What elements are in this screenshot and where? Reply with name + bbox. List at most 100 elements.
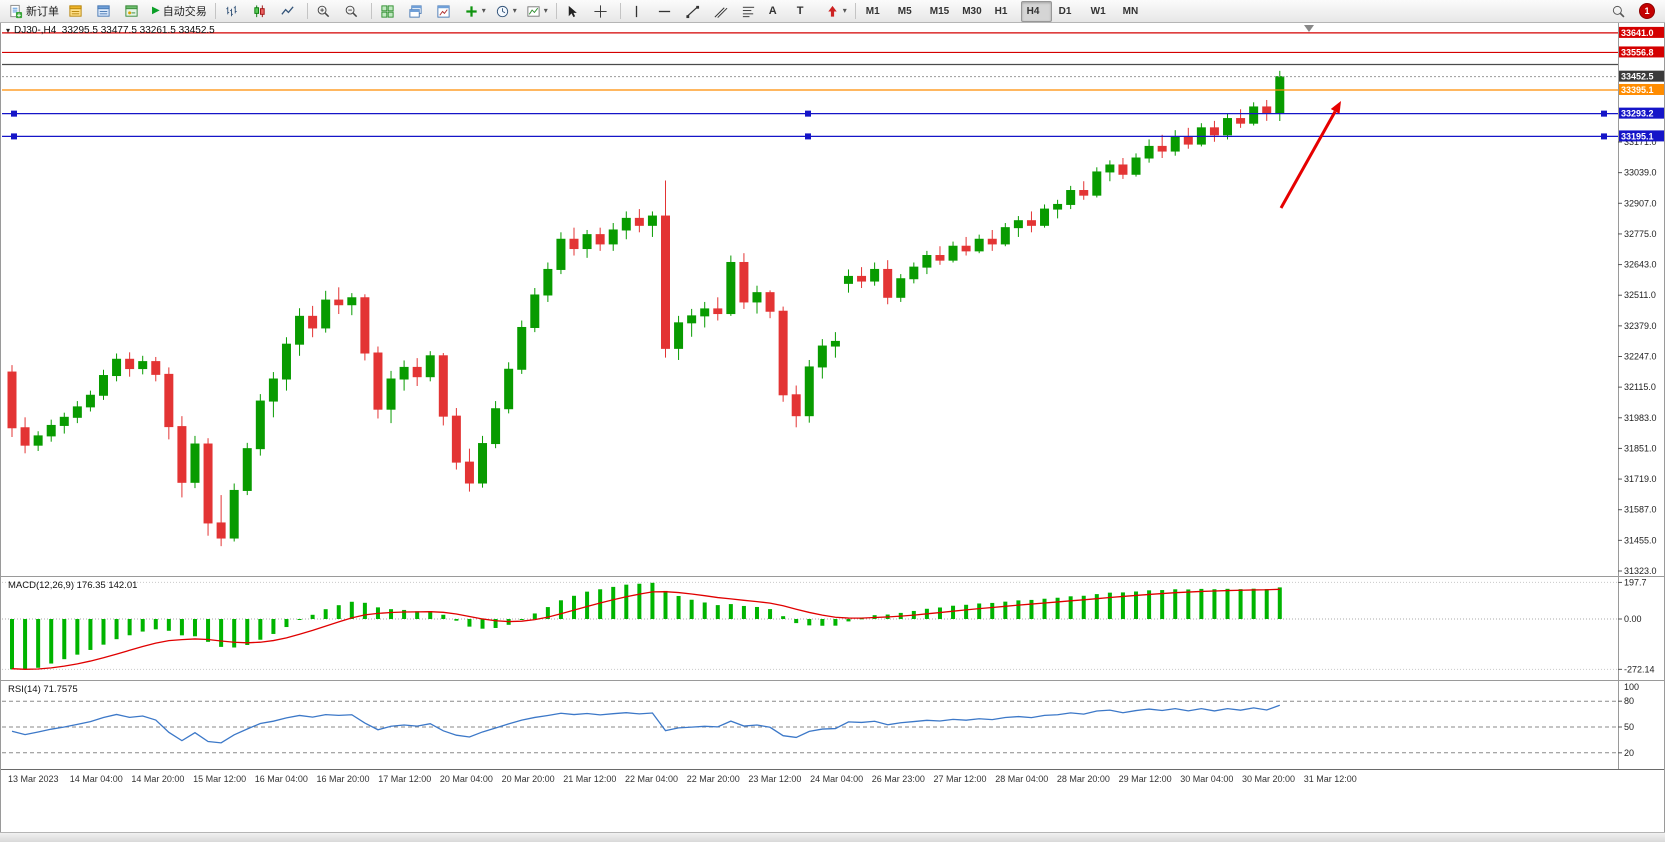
svg-text:80: 80: [1624, 696, 1634, 706]
zoom-in-button[interactable]: [312, 1, 339, 22]
shapes-button[interactable]: ▾: [821, 1, 851, 22]
chevron-down-icon: ▾: [842, 6, 847, 15]
svg-text:-272.14: -272.14: [1624, 664, 1655, 674]
rsi-line: [11, 704, 1281, 744]
vertical-line-button[interactable]: [625, 1, 652, 22]
trendline-button[interactable]: [681, 1, 708, 22]
candlestick-chart-icon: [254, 4, 265, 17]
text-button[interactable]: A: [765, 1, 792, 22]
bar-chart-button[interactable]: [220, 1, 247, 22]
timeframe-w1[interactable]: W1: [1090, 5, 1106, 17]
macd-histogram: [10, 582, 1282, 670]
candlestick-chart-button[interactable]: [248, 1, 275, 22]
svg-text:0.00: 0.00: [1624, 614, 1642, 624]
text-icon: A: [768, 4, 777, 17]
chart-title: ▾ DJ30-,H4 33295.5 33477.5 33261.5 33452…: [6, 25, 215, 36]
new-order-button[interactable]: 新订单: [4, 1, 63, 22]
svg-text:26 Mar 23:00: 26 Mar 23:00: [872, 774, 925, 784]
arrow-shape-icon: [828, 5, 837, 17]
svg-text:31983.0: 31983.0: [1624, 413, 1657, 423]
time-axis[interactable]: 13 Mar 2023 14 Mar 04:00 14 Mar 20:00 15 Ma…: [8, 774, 1357, 784]
search-button[interactable]: [1607, 1, 1634, 22]
tile-windows-button[interactable]: [376, 1, 403, 22]
search-icon: [1612, 5, 1625, 18]
line-chart-button[interactable]: [276, 1, 303, 22]
svg-text:32247.0: 32247.0: [1624, 351, 1657, 361]
one-click-collapse-icon[interactable]: ▾: [6, 26, 11, 35]
svg-text:33395.1: 33395.1: [1621, 85, 1654, 95]
svg-text:31455.0: 31455.0: [1624, 535, 1657, 545]
toolbar-separator: [214, 3, 216, 19]
chart-shift-marker[interactable]: [1304, 25, 1314, 32]
svg-text:33171.0: 33171.0: [1624, 137, 1657, 147]
macd-signal-line: [11, 588, 1280, 670]
status-bar: [0, 832, 1665, 842]
toolbar-separator: [619, 3, 621, 19]
timeframe-h4[interactable]: H4: [1020, 0, 1052, 22]
toolbar-separator: [306, 3, 308, 19]
svg-text:28 Mar 04:00: 28 Mar 04:00: [995, 774, 1048, 784]
templates-button[interactable]: ▾: [522, 1, 552, 22]
svg-text:20: 20: [1624, 748, 1634, 758]
chevron-down-icon: ▾: [512, 6, 517, 15]
svg-text:13 Mar 2023: 13 Mar 2023: [8, 774, 59, 784]
zoom-out-icon: [345, 5, 357, 17]
svg-text:29 Mar 12:00: 29 Mar 12:00: [1119, 774, 1172, 784]
toolbar-separator: [854, 3, 856, 19]
timeframe-d1[interactable]: D1: [1058, 5, 1072, 17]
cursor-button[interactable]: [561, 1, 588, 22]
svg-text:31587.0: 31587.0: [1624, 505, 1657, 515]
market-watch-button[interactable]: [64, 1, 91, 22]
svg-text:197.7: 197.7: [1624, 577, 1647, 587]
zoom-in-icon: [317, 5, 329, 17]
notification-badge[interactable]: 1: [1639, 3, 1655, 19]
timeframe-m1[interactable]: M1: [865, 5, 880, 17]
svg-text:32511.0: 32511.0: [1624, 290, 1656, 300]
svg-text:31719.0: 31719.0: [1624, 474, 1657, 484]
cursor-icon: [568, 5, 577, 17]
price-scale[interactable]: 33171.0 33039.0 32907.0 32775.0 32643.0 32511…: [1618, 26, 1664, 758]
data-window-button[interactable]: [92, 1, 119, 22]
chevron-down-icon: ▾: [543, 6, 548, 15]
timeframe-m30[interactable]: M30: [962, 5, 982, 17]
horizontal-line-button[interactable]: [653, 1, 680, 22]
cascade-windows-button[interactable]: [404, 1, 431, 22]
timeframe-m5[interactable]: M5: [897, 5, 912, 17]
timeframe-h1[interactable]: H1: [994, 5, 1008, 17]
channel-button[interactable]: [709, 1, 736, 22]
toolbar-separator: [370, 3, 372, 19]
cascade-windows-icon: [409, 4, 422, 18]
svg-text:20 Mar 04:00: 20 Mar 04:00: [440, 774, 493, 784]
periods-button[interactable]: ▾: [491, 1, 521, 22]
svg-text:33293.2: 33293.2: [1621, 109, 1654, 119]
fibonacci-button[interactable]: [737, 1, 764, 22]
svg-text:32907.0: 32907.0: [1624, 198, 1657, 208]
svg-text:31323.0: 31323.0: [1624, 566, 1657, 576]
horizontal-line-icon: [658, 10, 670, 12]
chart-canvas[interactable]: 13 Mar 2023 14 Mar 04:00 14 Mar 20:00 15 Ma…: [0, 22, 1665, 842]
indicators-button[interactable]: ▾: [460, 1, 490, 22]
arrange-windows-icon: [437, 4, 450, 18]
svg-text:20 Mar 20:00: 20 Mar 20:00: [502, 774, 555, 784]
horizontal-line-objects[interactable]: [2, 32, 1618, 140]
timeframe-buttons: M1 M5 M15 M30 H1 H4 D1 W1 MN: [860, 0, 1148, 22]
arrange-windows-button[interactable]: [432, 1, 459, 22]
navigator-button[interactable]: [120, 1, 147, 22]
zoom-out-button[interactable]: [340, 1, 367, 22]
vertical-line-icon: [635, 5, 637, 17]
market-watch-icon: [69, 4, 82, 17]
svg-text:22 Mar 04:00: 22 Mar 04:00: [625, 774, 678, 784]
svg-text:100: 100: [1624, 682, 1639, 692]
navigator-icon: [125, 4, 138, 17]
crosshair-button[interactable]: [589, 1, 616, 22]
svg-text:32115.0: 32115.0: [1624, 382, 1656, 392]
text-label-button[interactable]: T: [793, 1, 820, 22]
add-indicator-icon: [466, 5, 477, 17]
autotrade-label: 自动交易: [162, 6, 207, 18]
svg-text:24 Mar 04:00: 24 Mar 04:00: [810, 774, 863, 784]
autotrade-button[interactable]: ▶ 自动交易: [148, 1, 211, 22]
trend-arrow[interactable]: [1279, 101, 1341, 209]
timeframe-mn[interactable]: MN: [1122, 5, 1139, 17]
timeframe-m15[interactable]: M15: [929, 5, 950, 17]
